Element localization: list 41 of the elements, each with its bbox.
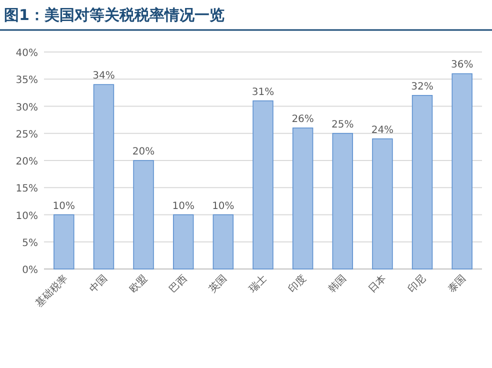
data-label: 24% [371, 124, 394, 136]
data-label: 34% [92, 70, 115, 82]
x-tick-label: 巴西 [168, 273, 190, 296]
bar [93, 84, 114, 270]
bar [54, 214, 74, 270]
data-label: 25% [332, 119, 354, 130]
y-tick-label: 40% [16, 48, 38, 59]
y-tick-label: 15% [16, 184, 38, 195]
data-label: 20% [132, 146, 155, 158]
y-tick-label: 10% [16, 210, 38, 222]
bar [133, 160, 154, 270]
x-tick-label: 印尼 [406, 272, 428, 296]
bar [212, 214, 234, 270]
bar [252, 100, 274, 270]
bar [372, 138, 393, 270]
x-tick-label: 泰国 [446, 273, 468, 296]
x-tick-label: 韩国 [326, 272, 349, 296]
data-label: 31% [252, 86, 274, 98]
x-tick-label: 欧盟 [127, 272, 150, 296]
y-tick-label: 30% [16, 102, 38, 114]
x-tick-label: 日本 [366, 272, 389, 296]
y-tick-label: 35% [16, 75, 38, 86]
bar [332, 132, 353, 270]
x-tick-label: 印度 [286, 272, 309, 296]
data-label: 32% [411, 81, 434, 92]
y-tick-label: 20% [16, 156, 38, 168]
y-tick-label: 5% [22, 238, 38, 249]
x-tick-label: 英国 [206, 272, 230, 296]
bar [173, 214, 194, 270]
bar [452, 73, 472, 270]
y-tick-label: 25% [16, 129, 38, 140]
data-label: 10% [212, 200, 234, 212]
data-label: 36% [450, 60, 474, 71]
x-tick-label: 瑞士 [246, 272, 270, 296]
data-label: 10% [172, 200, 194, 212]
data-label: 10% [52, 200, 76, 212]
bar [292, 128, 314, 270]
data-label: 26% [292, 114, 314, 125]
x-tick-label: 中国 [87, 272, 110, 296]
chart-title: 图1：美国对等关税税率情况一览 [4, 6, 224, 24]
bar [412, 95, 433, 270]
